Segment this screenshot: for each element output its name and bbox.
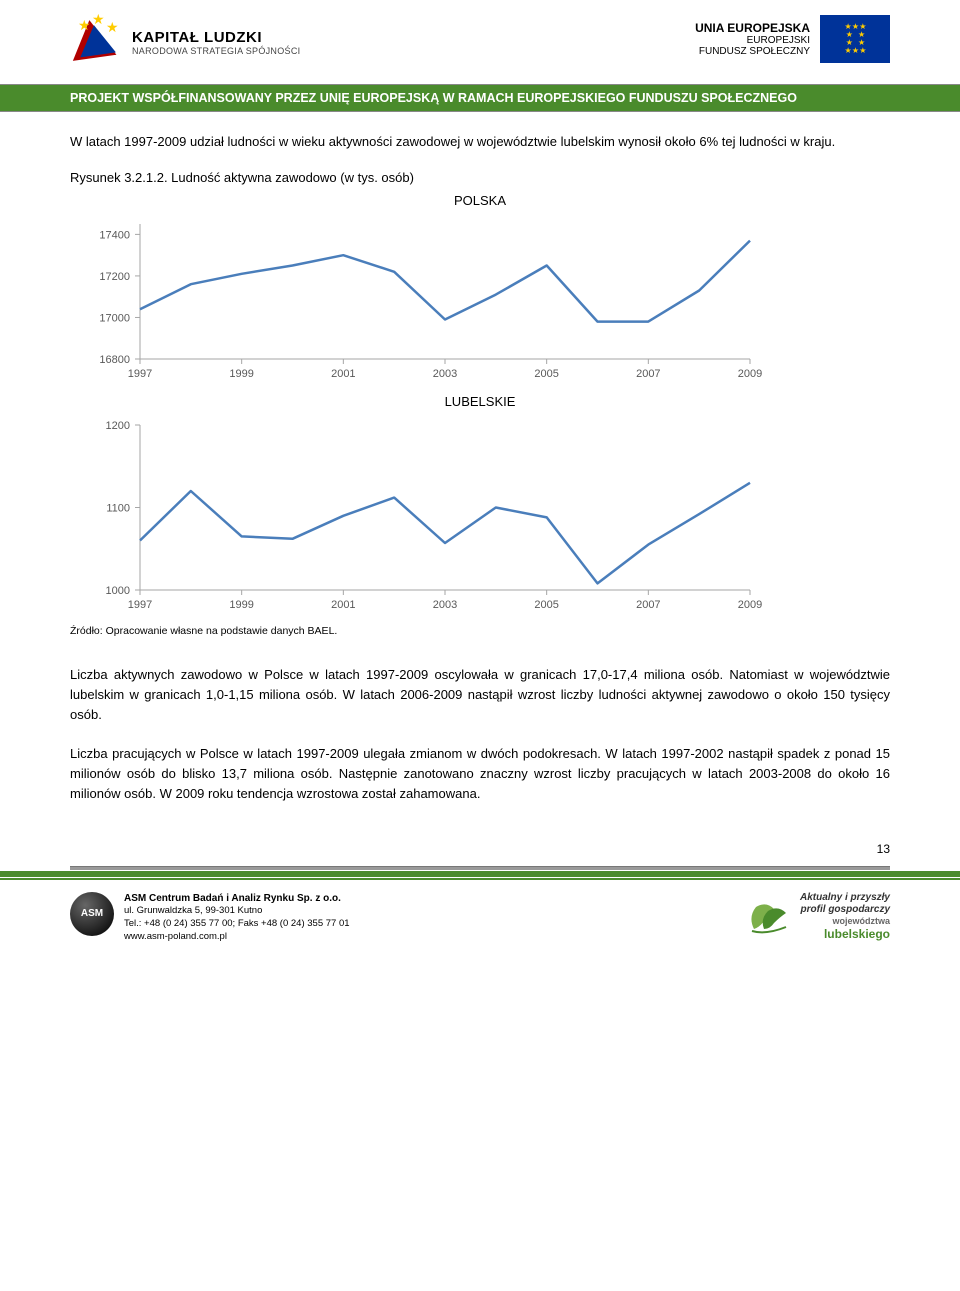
svg-text:2005: 2005 — [534, 368, 558, 380]
footer-left: ASM ASM Centrum Badań i Analiz Rynku Sp.… — [70, 892, 350, 944]
svg-text:2007: 2007 — [636, 368, 660, 380]
kapital-ludzki-subtitle: NARODOWA STRATEGIA SPÓJNOŚCI — [132, 46, 300, 56]
svg-text:2009: 2009 — [738, 368, 762, 380]
svg-text:1997: 1997 — [128, 368, 152, 380]
eu-line3: FUNDUSZ SPOŁECZNY — [695, 46, 810, 57]
footer-phone: Tel.: +48 (0 24) 355 77 00; Faks +48 (0 … — [124, 918, 350, 931]
svg-text:2003: 2003 — [433, 599, 457, 611]
svg-text:2007: 2007 — [636, 599, 660, 611]
svg-text:2001: 2001 — [331, 599, 355, 611]
svg-text:1100: 1100 — [106, 503, 130, 515]
footer-website: www.asm-poland.com.pl — [124, 931, 350, 944]
svg-text:17200: 17200 — [99, 271, 130, 283]
leaf-icon — [746, 897, 792, 937]
svg-text:2009: 2009 — [738, 599, 762, 611]
footer: ASM ASM Centrum Badań i Analiz Rynku Sp.… — [0, 880, 960, 954]
page-number: 13 — [0, 832, 960, 856]
svg-text:1200: 1200 — [106, 420, 130, 432]
intro-paragraph: W latach 1997-2009 udział ludności w wie… — [70, 132, 890, 152]
logo-eu: UNIA EUROPEJSKA EUROPEJSKI FUNDUSZ SPOŁE… — [695, 15, 890, 63]
chart-lubelskie-svg: 1000 1100 1200 1997 1999 2001 2003 2005 2007 2009 — [70, 415, 770, 615]
asm-logo-icon: ASM — [70, 892, 114, 936]
footer-right-line4: lubelskiego — [800, 927, 890, 941]
svg-text:17400: 17400 — [99, 230, 130, 242]
svg-text:1999: 1999 — [229, 599, 253, 611]
chart-polska-title: POLSKA — [70, 193, 890, 208]
logo-kapital-ludzki: ★ ★ ★ KAPITAŁ LUDZKI NARODOWA STRATEGIA … — [70, 15, 300, 70]
footer-company: ASM Centrum Badań i Analiz Rynku Sp. z o… — [124, 892, 350, 906]
eu-flag-icon: ★ ★ ★★ ★★ ★★ ★ ★ — [820, 15, 890, 63]
footer-right: Aktualny i przyszły profil gospodarczy w… — [746, 892, 890, 941]
para-3: Liczba pracujących w Polsce w latach 199… — [70, 744, 890, 804]
chart-lubelskie: LUBELSKIE 1000 1100 1200 1997 1999 2001 2003 20… — [70, 394, 890, 615]
chart-polska: POLSKA 16800 17000 17200 17400 1997 1999 2001 2… — [70, 193, 890, 384]
figure-caption: Rysunek 3.2.1.2. Ludność aktywna zawodow… — [70, 170, 890, 185]
chart-polska-svg: 16800 17000 17200 17400 1997 1999 2001 2003 2005… — [70, 214, 770, 384]
project-banner: PROJEKT WSPÓŁFINANSOWANY PRZEZ UNIĘ EURO… — [0, 84, 960, 112]
header: ★ ★ ★ KAPITAŁ LUDZKI NARODOWA STRATEGIA … — [0, 0, 960, 80]
eu-title: UNIA EUROPEJSKA — [695, 21, 810, 35]
svg-text:1997: 1997 — [128, 599, 152, 611]
svg-text:1000: 1000 — [106, 585, 130, 597]
kapital-ludzki-icon: ★ ★ ★ — [70, 15, 120, 70]
svg-text:2005: 2005 — [534, 599, 558, 611]
footer-right-line3: województwa — [800, 916, 890, 927]
kapital-ludzki-title: KAPITAŁ LUDZKI — [132, 29, 300, 46]
footer-right-line2: profil gospodarczy — [800, 904, 890, 916]
eu-line2: EUROPEJSKI — [695, 35, 810, 46]
footer-address: ul. Grunwaldzka 5, 99-301 Kutno — [124, 905, 350, 918]
source-text: Źródło: Opracowanie własne na podstawie … — [70, 625, 890, 637]
svg-text:16800: 16800 — [99, 354, 130, 366]
svg-text:1999: 1999 — [229, 368, 253, 380]
svg-text:2003: 2003 — [433, 368, 457, 380]
footer-right-line1: Aktualny i przyszły — [800, 892, 890, 904]
footer-bars — [0, 866, 960, 880]
para-2: Liczba aktywnych zawodowo w Polsce w lat… — [70, 665, 890, 725]
svg-text:2001: 2001 — [331, 368, 355, 380]
svg-text:17000: 17000 — [99, 313, 130, 325]
chart-lubelskie-title: LUBELSKIE — [70, 394, 890, 409]
